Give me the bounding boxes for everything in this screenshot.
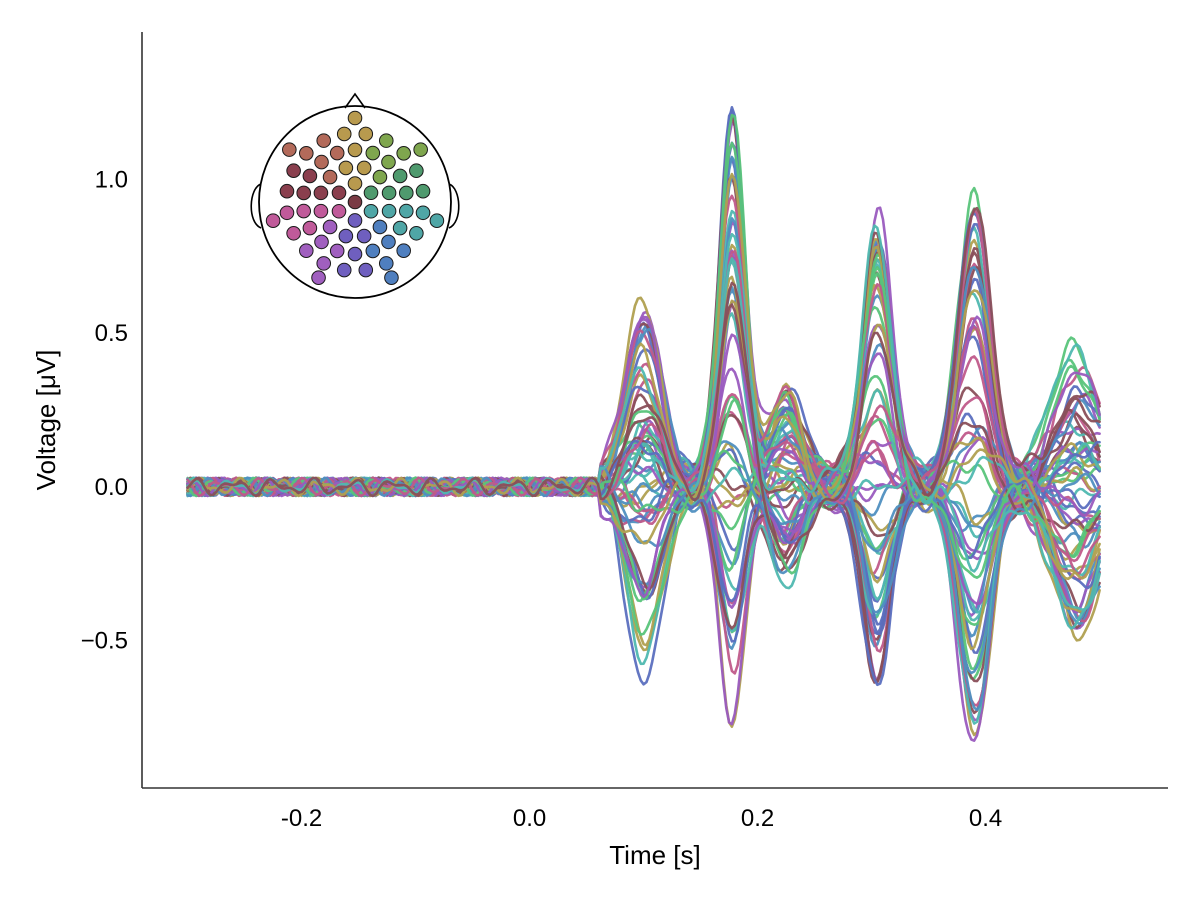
topoplot-inset (250, 92, 460, 299)
electrode-dot (365, 145, 381, 161)
x-axis-title: Time [s] (609, 840, 700, 870)
electrode-dot (316, 256, 332, 271)
electrode-dot (372, 219, 388, 235)
channel-line (186, 224, 1101, 611)
electrode-dot (429, 213, 445, 228)
channel-line (186, 206, 1101, 560)
electrode-dot (381, 203, 397, 219)
electrode-dot (313, 185, 329, 201)
electrode-dot (356, 160, 372, 176)
electrode-dot (314, 234, 329, 250)
electrode-dot (313, 203, 329, 219)
x-tick-label: -0.2 (281, 805, 322, 832)
electrode-dot (398, 203, 414, 219)
y-tick-label: −0.5 (81, 627, 128, 654)
electrode-dot (398, 185, 414, 201)
electrode-dot (396, 145, 412, 161)
electrode-dot (347, 246, 363, 262)
electrode-dot (298, 243, 314, 259)
electrode-dot (296, 185, 312, 201)
channel-line (186, 231, 1101, 591)
electrode-dot (378, 256, 394, 271)
x-tick-label: 0.4 (969, 805, 1002, 832)
x-tick-label: 0.0 (513, 805, 546, 832)
electrode-dot (316, 133, 332, 148)
electrode-dot (311, 270, 326, 285)
electrode-dot (384, 270, 399, 285)
x-tick-label: 0.2 (741, 805, 774, 832)
electrode-dot (372, 169, 388, 185)
electrode-dot (338, 228, 354, 244)
electrode-dot (302, 168, 318, 184)
electrode-dot (329, 243, 345, 259)
electrode-dot (329, 145, 345, 161)
electrode-dot (409, 163, 424, 179)
channel-line (186, 172, 1101, 580)
electrode-dot (378, 133, 394, 148)
y-tick-label: 1.0 (95, 167, 128, 194)
electrode-dot (296, 203, 312, 219)
channel-lines (186, 106, 1101, 742)
electrode-dot (322, 169, 338, 185)
electrode-dot (363, 185, 379, 201)
electrode-dot (322, 219, 338, 235)
electrode-dot (336, 126, 352, 142)
electrode-dot (381, 185, 397, 201)
electrode-dot (338, 160, 354, 176)
y-axis-title: Voltage [μV] (31, 350, 61, 491)
electrode-dot (347, 176, 363, 191)
electrode-dot (286, 163, 301, 179)
electrode-dot (392, 220, 408, 236)
electrode-dot (409, 225, 424, 241)
electrode-dot (381, 234, 396, 250)
electrode-dot (331, 203, 347, 219)
nose-icon (344, 92, 366, 109)
y-tick-label: 0.5 (95, 320, 128, 347)
electrode-dot (356, 228, 372, 244)
y-tick-label: 0.0 (95, 474, 128, 501)
electrode-dot (336, 262, 352, 278)
electrode-dot (396, 243, 412, 259)
electrode-dot (279, 183, 295, 199)
electrode-dot (331, 185, 347, 201)
electrode-dot (363, 203, 379, 219)
electrode-dot (365, 243, 381, 259)
electrode-dot (265, 213, 281, 228)
channel-line (186, 315, 1101, 598)
tick-labels: -0.2 0.0 0.2 0.4 −0.5 0.0 0.5 1.0 (81, 167, 1003, 832)
electrode-dot (347, 142, 363, 158)
electrode-dot (314, 154, 329, 170)
electrode-dot (302, 220, 318, 236)
electrode-dot (298, 145, 314, 161)
electrode-dot (358, 126, 374, 142)
electrode-dot (279, 205, 295, 221)
electrode-dot (347, 110, 363, 126)
electrode-dot (413, 142, 428, 157)
left-ear-icon (250, 183, 262, 229)
electrode-dot (286, 225, 301, 241)
right-ear-icon (448, 183, 460, 229)
electrode-dot (282, 142, 297, 157)
electrode-dot (347, 213, 363, 228)
electrode-dot (347, 194, 363, 210)
electrode-dot (381, 154, 396, 170)
electrode-dot (358, 262, 374, 278)
axes (141, 32, 1168, 789)
electrode-dot (415, 183, 431, 199)
electrode-dot (392, 168, 408, 184)
electrode-dot (415, 205, 431, 221)
